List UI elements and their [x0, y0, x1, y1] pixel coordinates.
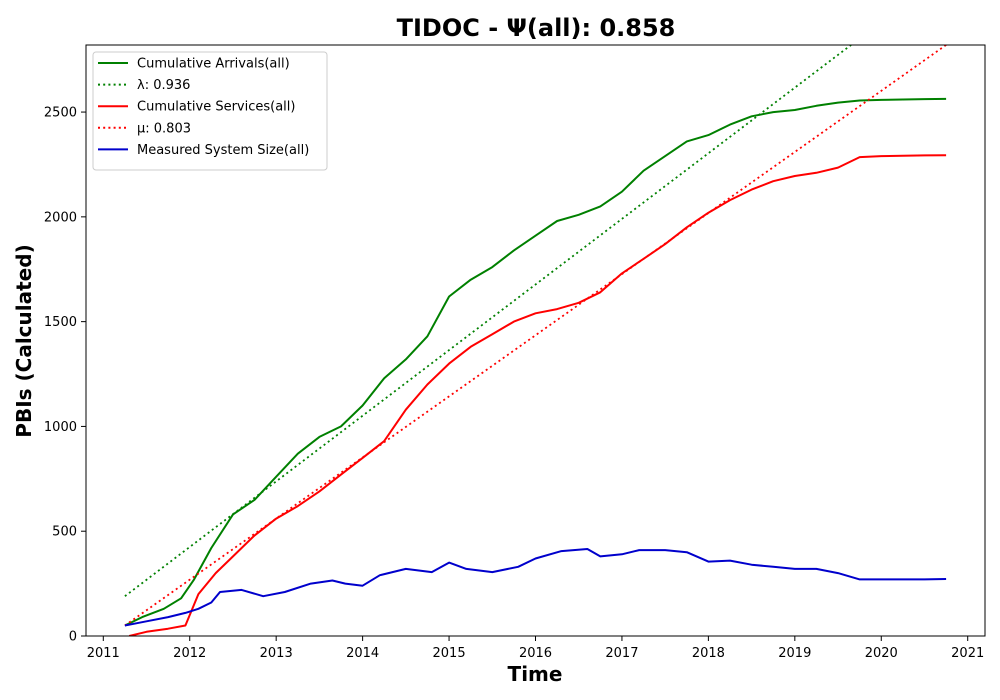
axes-frame [85, 44, 986, 637]
legend-label: Measured System Size(all) [137, 143, 309, 158]
y-axis-title: PBIs (Calculated) [12, 244, 36, 437]
chart-title: TIDOC - Ψ(all): 0.858 [397, 14, 676, 42]
axis-ticks: 2011 2012 2013 2014 2015 2016 2017 2018 2019 2020… [44, 106, 984, 661]
x-tick-label: 2020 [865, 646, 898, 661]
x-tick-label: 2013 [260, 646, 293, 661]
legend-box [92, 51, 328, 171]
legend-label: μ: 0.803 [137, 121, 191, 136]
y-tick-label: 2500 [44, 106, 77, 121]
legend: Cumulative Arrivals(all) λ: 0.936 Cumulati… [92, 51, 328, 171]
x-tick-label: 2012 [173, 646, 206, 661]
x-tick-label: 2019 [778, 646, 811, 661]
series-line-3 [124, 45, 947, 627]
x-tick-label: 2014 [346, 646, 379, 661]
x-tick-label: 2011 [87, 646, 120, 661]
x-tick-label: 2017 [605, 646, 638, 661]
series-line-2 [128, 154, 947, 636]
y-tick-label: 500 [52, 525, 77, 540]
legend-label: Cumulative Arrivals(all) [137, 57, 290, 72]
y-tick-label: 1000 [44, 420, 77, 435]
legend-label: Cumulative Services(all) [137, 100, 295, 115]
y-tick-label: 0 [69, 630, 77, 645]
series-line-1 [124, 45, 852, 597]
plot-area [124, 45, 947, 636]
y-tick-label: 1500 [44, 315, 77, 330]
x-tick-label: 2015 [433, 646, 466, 661]
x-tick-label: 2018 [692, 646, 725, 661]
y-tick-label: 2000 [44, 210, 77, 225]
x-tick-label: 2016 [519, 646, 552, 661]
x-axis-title: Time [508, 662, 563, 686]
x-tick-label: 2021 [951, 646, 984, 661]
legend-label: λ: 0.936 [137, 78, 190, 93]
series-line-4 [124, 548, 947, 627]
series-line-0 [124, 97, 947, 627]
